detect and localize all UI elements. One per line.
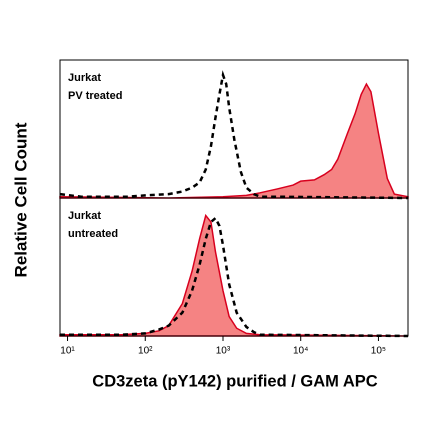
histogram-line bbox=[59, 70, 409, 200]
panel-frame bbox=[59, 197, 409, 337]
x-tick-label: 10⁴ bbox=[293, 346, 308, 357]
x-axis-label: CD3zeta (pY142) purified / GAM APC bbox=[92, 372, 378, 390]
histogram-line bbox=[60, 216, 409, 338]
annotation: Jurkat bbox=[68, 210, 101, 222]
annotation: untreated bbox=[68, 228, 118, 240]
histogram-area bbox=[59, 82, 409, 199]
x-tick-label: 10¹ bbox=[60, 346, 75, 357]
x-tick-label: 10⁵ bbox=[371, 346, 386, 357]
x-tick-label: 10³ bbox=[216, 346, 231, 357]
annotation: PV treated bbox=[68, 90, 122, 102]
x-tick-label: 10² bbox=[138, 346, 153, 357]
annotation: Jurkat bbox=[68, 72, 101, 84]
y-axis-label: Relative Cell Count bbox=[11, 122, 30, 277]
